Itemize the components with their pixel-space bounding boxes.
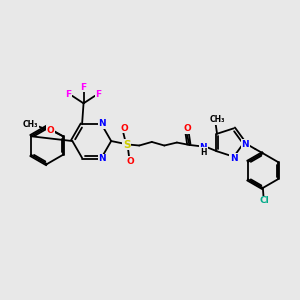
Text: O: O bbox=[46, 126, 54, 135]
Text: N: N bbox=[99, 119, 106, 128]
Text: O: O bbox=[126, 157, 134, 166]
Text: N: N bbox=[199, 143, 207, 152]
Text: H: H bbox=[200, 148, 206, 157]
Text: Cl: Cl bbox=[259, 196, 269, 205]
Text: O: O bbox=[120, 124, 128, 133]
Text: CH₃: CH₃ bbox=[22, 120, 38, 129]
Text: CH₃: CH₃ bbox=[209, 115, 225, 124]
Text: F: F bbox=[80, 83, 87, 92]
Text: N: N bbox=[99, 154, 106, 163]
Text: F: F bbox=[66, 90, 72, 99]
Text: N: N bbox=[242, 140, 249, 149]
Text: O: O bbox=[184, 124, 191, 133]
Text: S: S bbox=[123, 140, 130, 150]
Text: F: F bbox=[95, 90, 102, 99]
Text: N: N bbox=[230, 154, 238, 163]
